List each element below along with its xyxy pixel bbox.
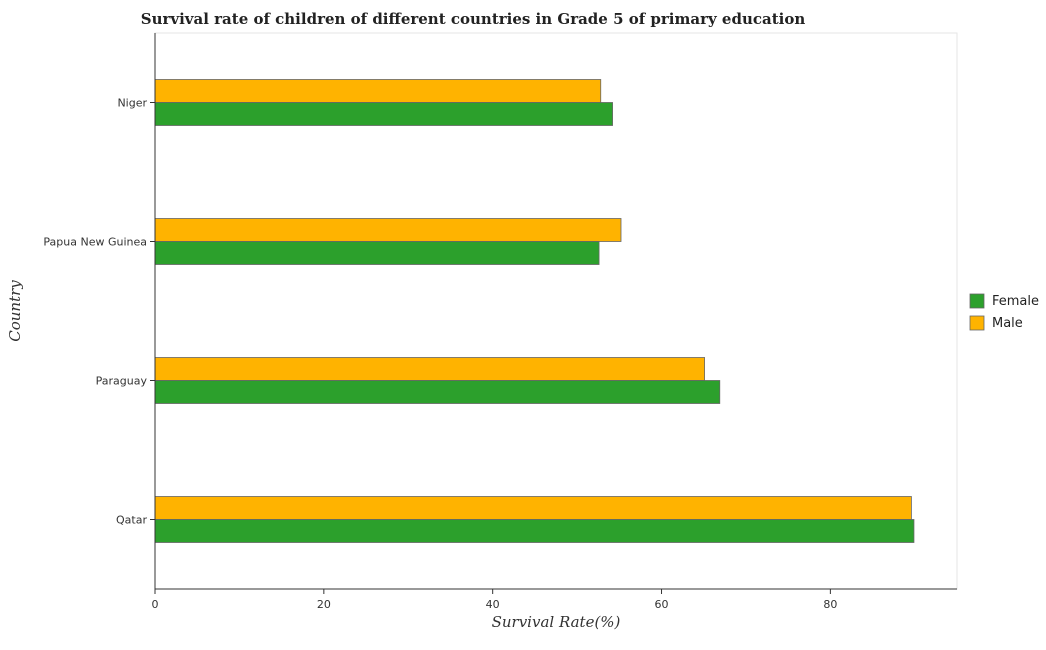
x-axis-label: Survival Rate(%) bbox=[492, 613, 621, 631]
x-tick-label: 20 bbox=[317, 598, 331, 611]
bar-male-qatar bbox=[154, 496, 912, 520]
x-tick-label: 0 bbox=[152, 598, 159, 611]
x-tick-label: 60 bbox=[655, 598, 669, 611]
x-tick-label: 80 bbox=[823, 598, 837, 611]
bar-female-papua-new-guinea bbox=[154, 241, 600, 265]
legend-label-male: Male bbox=[992, 316, 1023, 331]
x-ticks-group: 0 20 40 60 80 bbox=[152, 589, 837, 611]
y-tick-label: Qatar bbox=[116, 514, 147, 527]
y-ticks-group: Niger Papua New Guinea Paraguay Qatar bbox=[43, 97, 155, 527]
y-tick-label: Papua New Guinea bbox=[43, 236, 147, 249]
bar-female-niger bbox=[154, 102, 613, 126]
x-tick-label: 40 bbox=[486, 598, 500, 611]
bar-female-paraguay bbox=[154, 380, 721, 404]
bar-female-qatar bbox=[154, 519, 915, 543]
y-tick-label: Niger bbox=[117, 97, 147, 110]
legend: Female Male bbox=[969, 293, 1039, 331]
y-tick-label: Paraguay bbox=[96, 375, 148, 388]
legend-swatch-male bbox=[969, 315, 985, 331]
legend-swatch-female bbox=[969, 293, 985, 309]
bar-male-paraguay bbox=[154, 357, 705, 381]
bar-male-niger bbox=[154, 79, 602, 103]
y-axis-label: Country bbox=[6, 280, 24, 342]
chart-title: Survival rate of children of different c… bbox=[141, 10, 806, 28]
bar-male-papua-new-guinea bbox=[154, 218, 622, 242]
legend-label-female: Female bbox=[992, 294, 1039, 309]
bars-group bbox=[154, 79, 915, 543]
